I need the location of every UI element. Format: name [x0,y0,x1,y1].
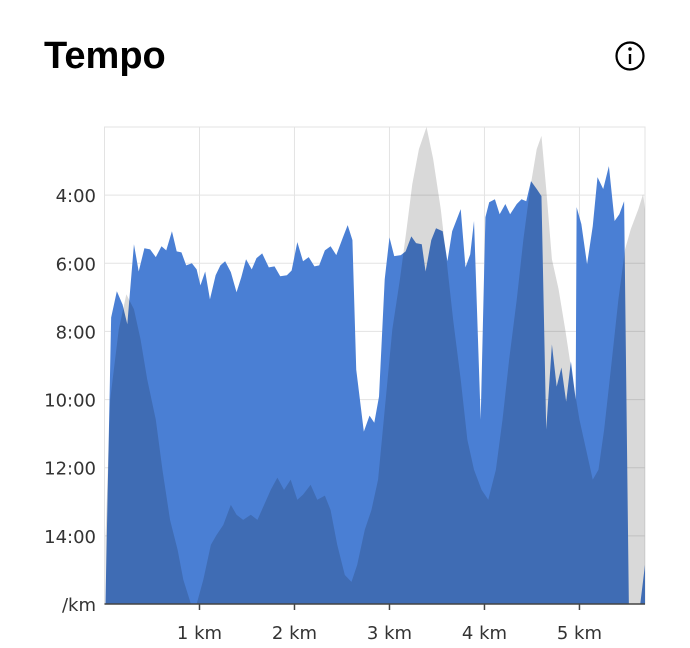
x-tick-label: 3 km [367,623,412,644]
y-tick-label: 10:00 [44,391,96,412]
info-icon-ring[interactable] [615,41,645,71]
area [105,127,645,604]
plot-areas [105,127,645,604]
y-tick-label: 12:00 [44,459,96,480]
info-icon-dot[interactable] [628,47,632,51]
y-tick-label: 6:00 [56,254,96,275]
y-tick-label: 4:00 [56,186,96,207]
x-tick-label: 1 km [177,623,222,644]
y-tick-label: /km [62,595,96,616]
chart-title: Tempo [44,35,166,77]
x-tick-label: 4 km [462,623,507,644]
axes: 4:00 6:00 8:00 10:00 12:00 14:00/km 1 km 2 km 3 … [44,186,645,644]
x-tick-label: 5 km [557,623,602,644]
x-tick-label: 2 km [272,623,317,644]
y-tick-label: 14:00 [44,527,96,548]
y-tick-label: 8:00 [56,322,96,343]
info-icon[interactable] [615,41,645,71]
